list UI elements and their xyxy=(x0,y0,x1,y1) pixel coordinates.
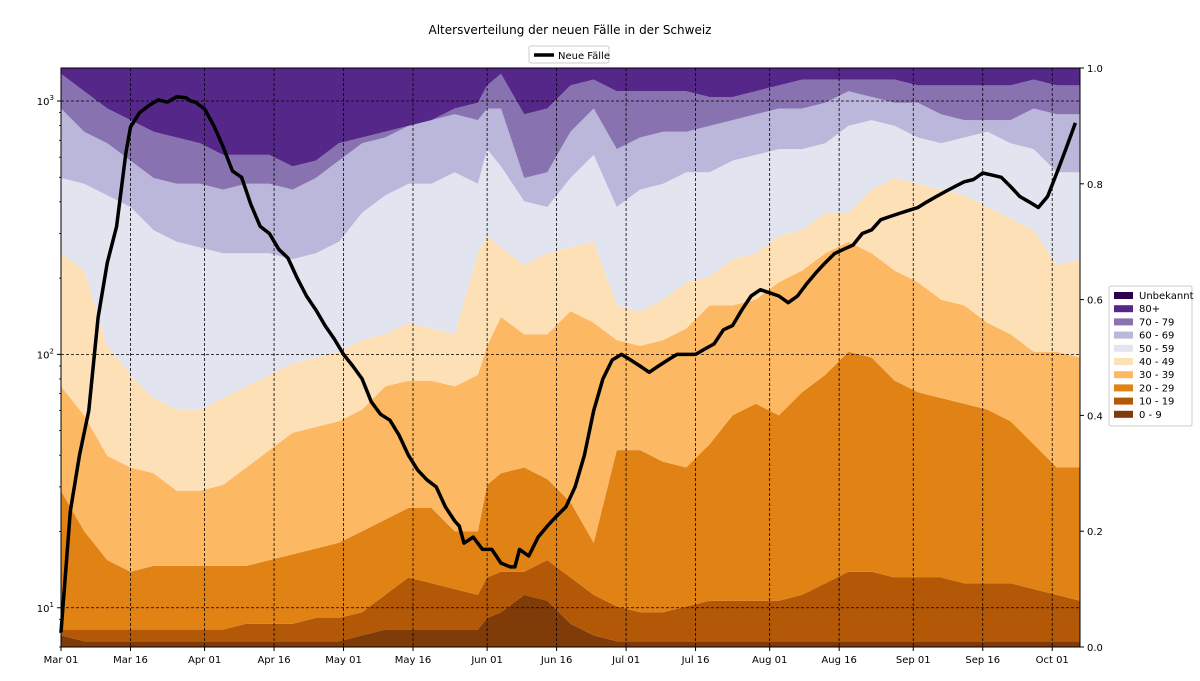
x-tick-label: Mar 01 xyxy=(44,655,79,666)
area-legend: Unbekannt 80+ 70 - 79 60 - 69 50 - 59 40 - 49… xyxy=(1108,285,1194,427)
left-y-tick-label: 103 xyxy=(37,94,54,108)
area-band-10-19 xyxy=(61,560,1080,642)
chart-title: Altersverteilung der neuen Fälle in der … xyxy=(429,23,712,37)
x-tick-label: Oct 01 xyxy=(1036,655,1069,666)
line-legend-box xyxy=(528,45,610,64)
right-y-tick-label: 0.0 xyxy=(1087,643,1103,654)
area-legend-label: 40 - 49 xyxy=(1139,357,1174,368)
area-legend-label: Unbekannt xyxy=(1139,291,1194,302)
x-tick-label: May 01 xyxy=(325,655,362,666)
area-legend-label: 0 - 9 xyxy=(1139,410,1162,421)
x-tick-label: Sep 16 xyxy=(965,655,1000,666)
line-legend: Neue Fälle xyxy=(528,45,610,64)
area-legend-label: 20 - 29 xyxy=(1139,383,1174,394)
area-legend-swatch xyxy=(1114,305,1133,313)
area-legend-swatch xyxy=(1114,318,1133,326)
area-legend-label: 80+ xyxy=(1139,304,1160,315)
area-band-40-49 xyxy=(61,178,1080,491)
x-tick-label: Sep 01 xyxy=(896,655,931,666)
area-legend-label: 10 - 19 xyxy=(1139,397,1174,408)
area-band-80- xyxy=(61,68,1080,167)
left-y-tick-label: 101 xyxy=(37,601,54,615)
area-legend-label: 60 - 69 xyxy=(1139,331,1174,342)
area-band-20-29 xyxy=(61,351,1080,630)
area-legend-label: 30 - 39 xyxy=(1139,370,1174,381)
area-legend-swatch xyxy=(1114,397,1133,405)
x-tick-label: Apr 01 xyxy=(188,655,221,666)
area-legend-label: 50 - 59 xyxy=(1139,344,1174,355)
area-band-70-79 xyxy=(61,73,1080,190)
x-tick-label: Mar 16 xyxy=(113,655,148,666)
x-tick-label: Jun 16 xyxy=(540,655,573,666)
area-legend-swatch xyxy=(1114,292,1133,299)
area-legend-swatch xyxy=(1114,331,1133,339)
left-y-tick-label: 102 xyxy=(37,347,54,361)
right-y-axis: 0.0 0.2 0.4 0.6 0.8 1.0 xyxy=(1080,64,1103,654)
right-y-tick-label: 0.8 xyxy=(1087,180,1103,191)
right-y-tick-label: 0.6 xyxy=(1087,296,1103,307)
area-band-60-69 xyxy=(61,91,1080,260)
x-tick-label: Jul 16 xyxy=(681,655,710,666)
right-y-tick-label: 1.0 xyxy=(1087,64,1103,75)
left-y-axis: 101 102 103 xyxy=(37,94,61,648)
x-tick-label: Apr 16 xyxy=(257,655,290,666)
x-tick-label: May 16 xyxy=(395,655,432,666)
area-legend-swatch xyxy=(1114,358,1133,365)
area-legend-swatch xyxy=(1114,371,1133,379)
right-y-tick-label: 0.2 xyxy=(1087,527,1103,538)
x-tick-label: Aug 01 xyxy=(752,655,787,666)
area-legend-swatch xyxy=(1114,410,1133,418)
new-cases-line-group xyxy=(59,94,1078,633)
area-band-30-39 xyxy=(61,241,1080,572)
x-tick-label: Aug 16 xyxy=(821,655,856,666)
right-y-tick-label: 0.4 xyxy=(1087,411,1103,422)
x-tick-label: Jul 01 xyxy=(611,655,640,666)
area-legend-swatch xyxy=(1114,344,1133,352)
area-band-0-9 xyxy=(61,594,1080,647)
area-legend-swatch xyxy=(1114,384,1133,392)
line-legend-label: Neue Fälle xyxy=(558,51,610,62)
x-tick-label: Jun 01 xyxy=(470,655,503,666)
stacked-areas xyxy=(61,68,1080,647)
area-band-50-59 xyxy=(61,120,1080,410)
plot-frame xyxy=(60,67,1081,648)
new-cases-line xyxy=(59,94,1078,633)
x-axis: Mar 01 Mar 16 Apr 01 Apr 16 May 01 May 16 Jun … xyxy=(44,647,1069,666)
area-legend-label: 70 - 79 xyxy=(1139,317,1174,328)
